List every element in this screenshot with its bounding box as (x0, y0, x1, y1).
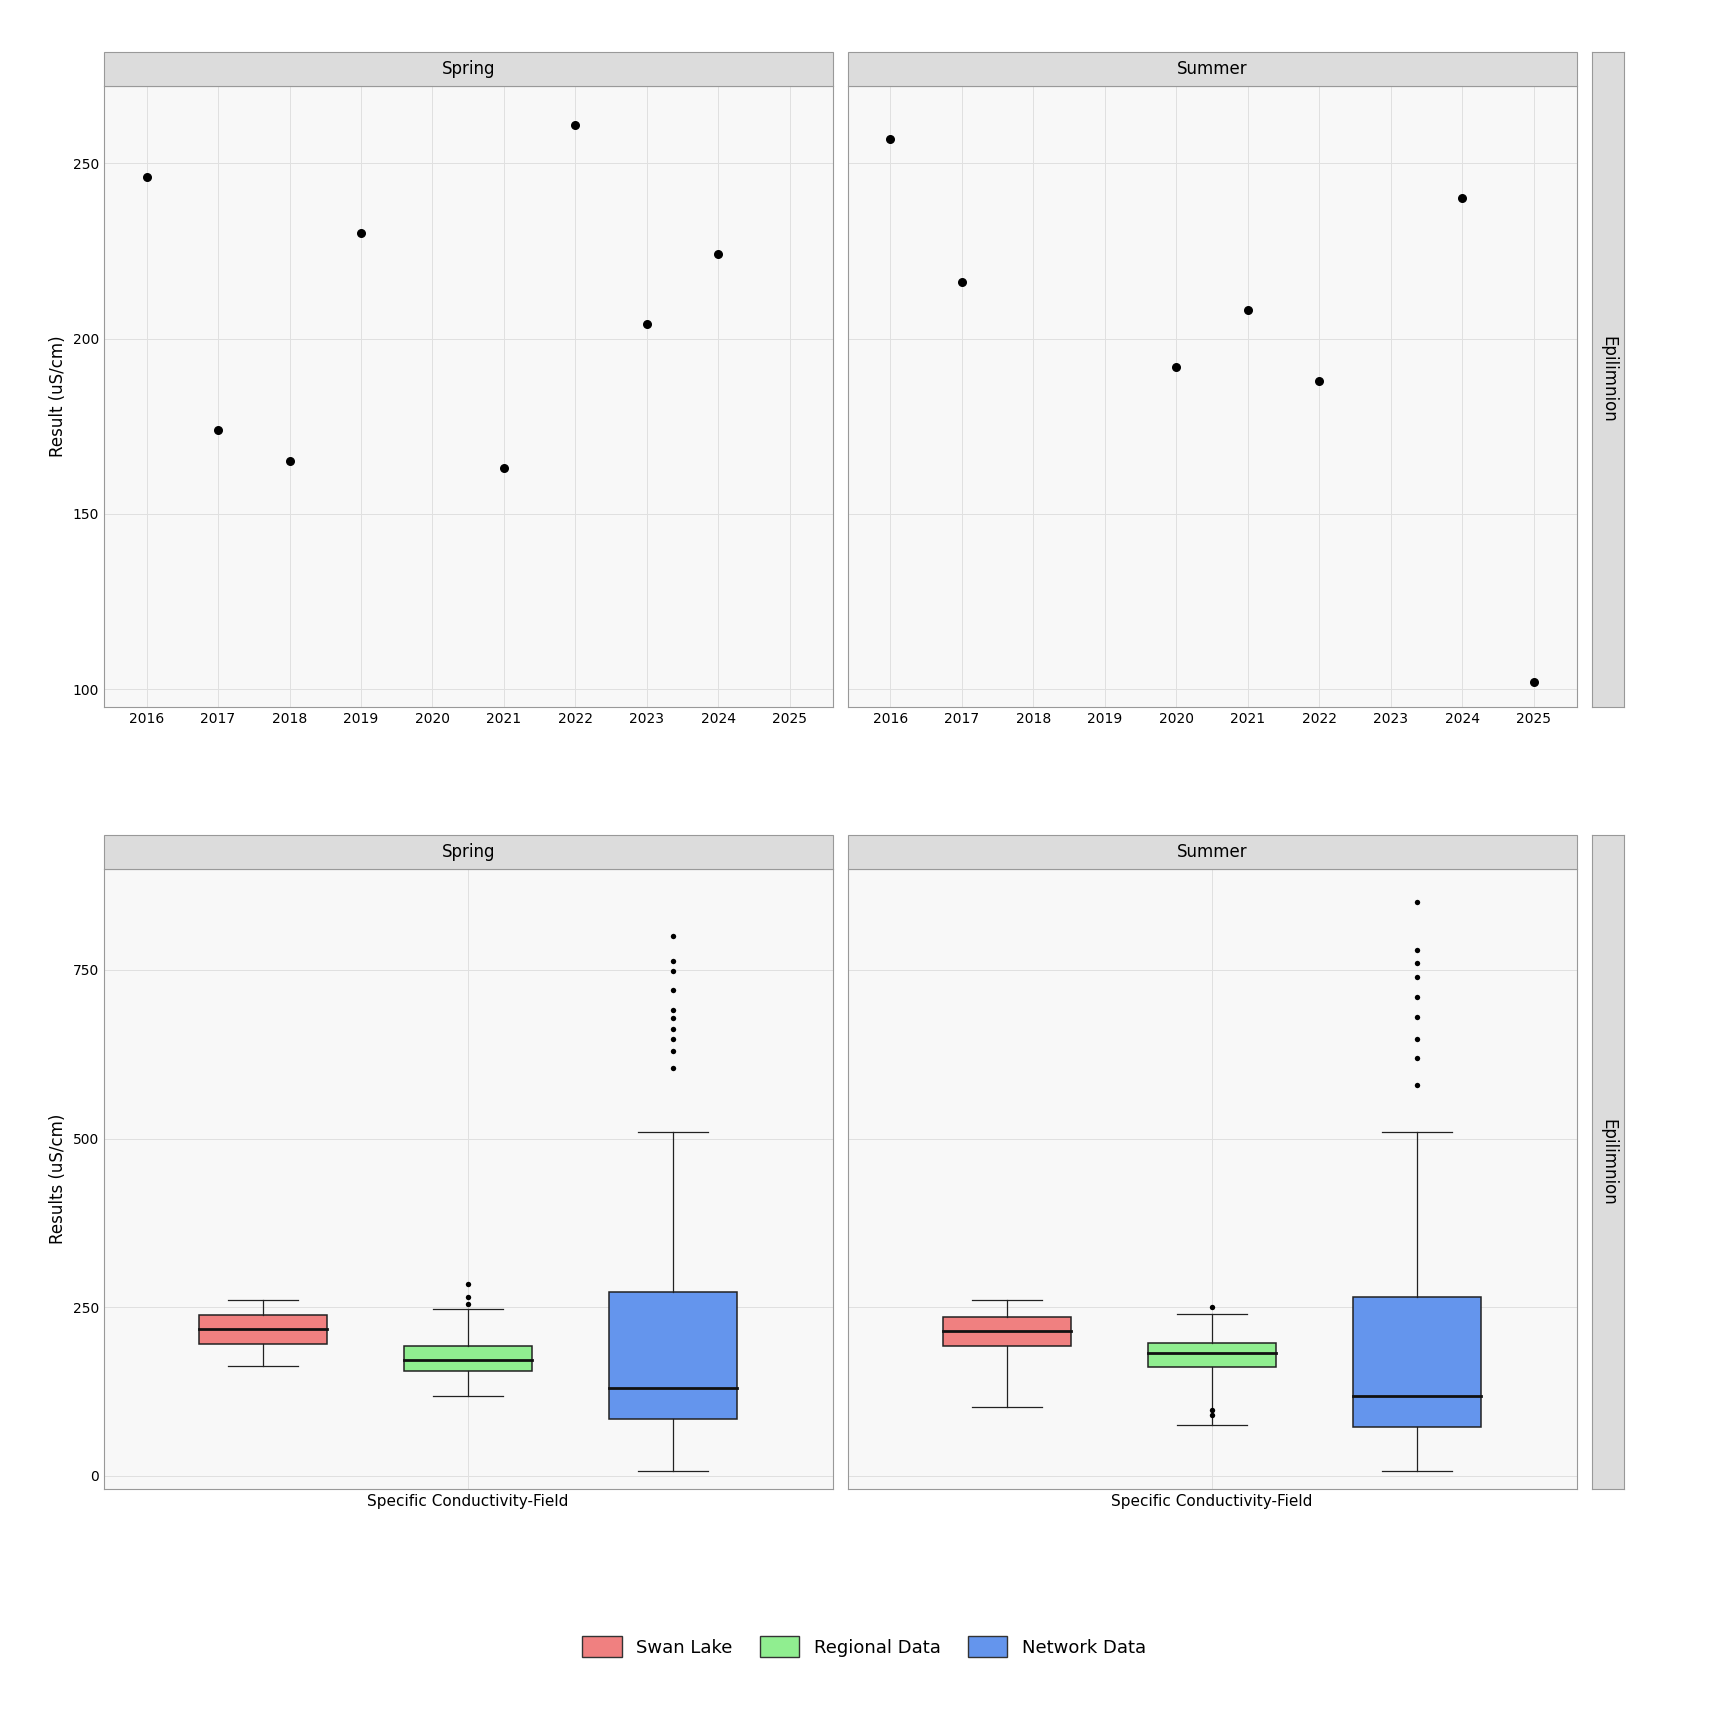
Bar (610, 1293, 738, 1419)
Legend: Swan Lake, Regional Data, Network Data: Swan Lake, Regional Data, Network Data (574, 1628, 1154, 1666)
Text: Summer: Summer (1177, 60, 1248, 78)
Point (454, 1284, 482, 1312)
Point (1305, 366, 1332, 394)
Point (1198, 1294, 1225, 1322)
Point (454, 1291, 482, 1318)
Point (660, 1016, 688, 1044)
Point (562, 111, 589, 138)
Point (660, 1025, 688, 1052)
Point (632, 311, 660, 339)
Y-axis label: Results (uS/cm): Results (uS/cm) (48, 1115, 67, 1244)
Point (491, 454, 518, 482)
Point (1403, 1071, 1431, 1099)
FancyBboxPatch shape (848, 835, 1576, 869)
Point (660, 1037, 688, 1064)
Point (705, 240, 733, 268)
Point (1403, 949, 1431, 976)
FancyBboxPatch shape (848, 52, 1576, 86)
Point (660, 923, 688, 950)
Bar (404, 1346, 532, 1372)
Point (204, 416, 232, 444)
Point (660, 947, 688, 975)
Point (1198, 1396, 1225, 1424)
FancyBboxPatch shape (104, 835, 833, 869)
Point (1403, 888, 1431, 916)
Point (1163, 353, 1191, 380)
Bar (1353, 1298, 1481, 1427)
Text: Specific Conductivity-Field: Specific Conductivity-Field (104, 55, 501, 81)
Point (454, 1270, 482, 1298)
Point (347, 219, 375, 247)
Point (1521, 669, 1548, 696)
Bar (199, 1315, 327, 1344)
Point (1234, 297, 1261, 325)
Point (949, 268, 976, 295)
Point (276, 448, 304, 475)
Point (660, 976, 688, 1004)
Point (1198, 1401, 1225, 1429)
Point (1403, 962, 1431, 990)
Text: Spring: Spring (441, 843, 494, 861)
Text: Spring: Spring (441, 60, 494, 78)
Bar (943, 1317, 1071, 1346)
Point (876, 124, 904, 152)
Point (1403, 983, 1431, 1011)
Y-axis label: Result (uS/cm): Result (uS/cm) (48, 335, 67, 458)
Point (1403, 1044, 1431, 1071)
FancyBboxPatch shape (104, 52, 833, 86)
Text: Epilimnion: Epilimnion (1598, 335, 1617, 423)
Point (1403, 1025, 1431, 1052)
Text: Comparison with Network Data: Comparison with Network Data (104, 838, 569, 864)
Point (1448, 185, 1476, 213)
Point (660, 1004, 688, 1032)
Point (133, 164, 161, 192)
Point (1403, 1004, 1431, 1032)
Bar (1149, 1343, 1275, 1367)
Point (660, 957, 688, 985)
Point (660, 997, 688, 1025)
Text: Epilimnion: Epilimnion (1598, 1118, 1617, 1206)
Text: Summer: Summer (1177, 843, 1248, 861)
Point (660, 1054, 688, 1082)
Point (1403, 937, 1431, 964)
